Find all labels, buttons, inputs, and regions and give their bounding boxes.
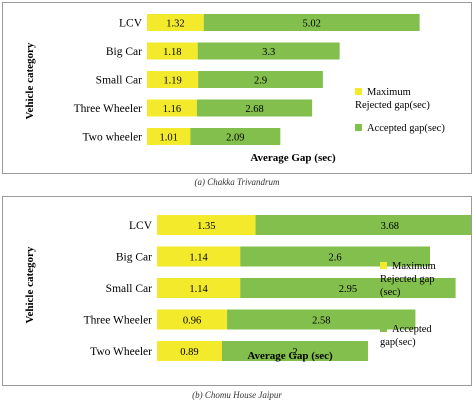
accepted-gap-bar <box>227 309 416 330</box>
legend-label: Accepted gap(sec) <box>367 123 445 134</box>
rejected-gap-bar <box>157 278 241 298</box>
bar-value-label: 0.96 <box>183 316 201 327</box>
bar-value-label: 1.18 <box>163 47 181 58</box>
category-label: Small Car <box>106 283 152 295</box>
accepted-gap-bar <box>255 215 474 235</box>
category-label: Three Wheeler <box>74 103 143 115</box>
accepted-gap-bar <box>240 246 431 267</box>
category-label: Three Wheeler <box>84 315 153 327</box>
category-label: Two wheeler <box>82 132 142 144</box>
rejected-gap-bar <box>147 71 199 88</box>
rejected-gap-bar <box>157 309 228 330</box>
accepted-gap-bar <box>240 278 456 298</box>
chart-b-caption: (b) Chomu House Jaipur <box>192 390 282 400</box>
chart-b: LCV 1.35 3.68 Big Car 1.14 2.6 Small Car 1.14 2.… <box>24 215 474 362</box>
bar-value-label: 2.9 <box>254 76 267 87</box>
rejected-gap-bar <box>157 215 256 235</box>
legend-swatch <box>355 88 362 95</box>
bar-value-label: 2 <box>292 347 297 358</box>
y-axis-title: Vehicle category <box>24 246 36 323</box>
bar-value-label: 1.16 <box>163 104 181 115</box>
accepted-gap-bar <box>196 99 313 117</box>
bar-value-label: 2.58 <box>312 316 330 327</box>
x-axis-title: Average Gap (sec) <box>250 152 336 164</box>
x-axis-title: Average Gap (sec) <box>247 350 333 362</box>
accepted-gap-bar <box>203 14 420 31</box>
category-label: Big Car <box>116 252 152 264</box>
bar-value-label: 1.35 <box>197 221 215 232</box>
bar-value-label: 2.95 <box>339 284 357 295</box>
rejected-gap-bar <box>157 341 222 361</box>
accepted-gap-bar <box>190 128 281 145</box>
bar-value-label: 3.3 <box>262 47 275 58</box>
accepted-gap-bar <box>198 71 323 88</box>
rejected-gap-bar <box>157 246 241 267</box>
legend-swatch <box>380 262 387 269</box>
rejected-gap-bar <box>147 14 204 31</box>
category-label: LCV <box>119 18 143 30</box>
bar-value-label: 1.32 <box>166 19 184 30</box>
category-label: Big Car <box>106 46 142 58</box>
bar-value-label: 1.01 <box>160 133 178 144</box>
chart-a-caption: (a) Chakka Trivandrum <box>194 177 280 187</box>
chart-panel-b: LCV 1.35 3.68 Big Car 1.14 2.6 Small Car 1.14 2.… <box>2 196 474 386</box>
legend-swatch <box>380 325 387 332</box>
legend-label: Accepted gap(sec) <box>380 324 432 348</box>
bar-value-label: 2.09 <box>226 133 244 144</box>
rejected-gap-bar <box>147 42 198 60</box>
category-label: LCV <box>129 220 153 232</box>
y-axis-title: Vehicle category <box>24 42 36 119</box>
bar-value-label: 5.02 <box>303 19 321 30</box>
category-label: Two Wheeler <box>90 346 152 358</box>
accepted-gap-bar <box>197 42 340 60</box>
legend-swatch <box>355 124 362 131</box>
rejected-gap-bar <box>147 128 191 145</box>
bar-value-label: 1.14 <box>189 284 208 295</box>
bar-value-label: 1.14 <box>189 253 208 264</box>
bar-value-label: 2.6 <box>329 253 342 264</box>
chart-a: LCV 1.32 5.02 Big Car 1.18 3.3 Small Car 1.19 2.… <box>24 14 445 164</box>
rejected-gap-bar <box>147 99 197 117</box>
bar-value-label: 2.68 <box>245 104 263 115</box>
category-label: Small Car <box>96 75 142 87</box>
bar-value-label: 0.89 <box>180 347 198 358</box>
accepted-gap-bar <box>221 341 368 361</box>
chart-panel-a: LCV 1.32 5.02 Big Car 1.18 3.3 Small Car 1.19 2.… <box>2 2 472 174</box>
bar-value-label: 3.68 <box>381 221 399 232</box>
bar-value-label: 1.19 <box>163 76 181 87</box>
